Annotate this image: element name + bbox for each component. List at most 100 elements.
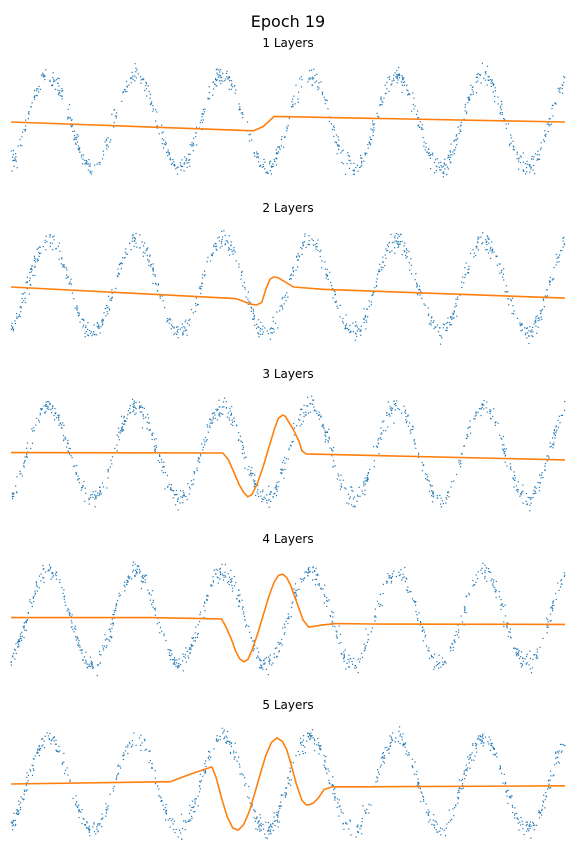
scatter-point: [288, 779, 290, 781]
scatter-point: [299, 78, 301, 80]
scatter-point: [162, 804, 164, 806]
scatter-point: [532, 821, 534, 823]
scatter-point: [387, 244, 389, 246]
scatter-point: [191, 637, 193, 639]
scatter-point: [332, 297, 334, 299]
scatter-point: [536, 332, 538, 334]
scatter-point: [540, 814, 543, 816]
scatter-point: [527, 496, 529, 499]
scatter-point: [265, 821, 267, 823]
scatter-point: [43, 581, 45, 584]
scatter-point: [154, 450, 156, 453]
scatter-point: [58, 242, 60, 244]
scatter-point: [122, 429, 124, 431]
scatter-point: [419, 289, 421, 291]
scatter-point: [531, 335, 533, 337]
scatter-point: [284, 468, 286, 470]
scatter-point: [318, 584, 320, 587]
scatter-point: [11, 170, 13, 172]
scatter-point: [350, 162, 352, 165]
scatter-point: [67, 442, 69, 445]
scatter-point: [307, 243, 309, 245]
scatter-point: [275, 149, 277, 151]
scatter-point: [334, 796, 336, 799]
scatter-point: [463, 611, 466, 613]
scatter-point: [465, 769, 467, 771]
scatter-point: [504, 782, 506, 784]
scatter-point: [199, 773, 201, 776]
scatter-point: [349, 819, 351, 821]
scatter-point: [333, 135, 335, 138]
scatter-point: [379, 603, 382, 606]
scatter-point: [350, 331, 352, 333]
scatter-point: [139, 572, 141, 574]
scatter-point: [239, 108, 241, 111]
scatter-point: [421, 792, 423, 794]
scatter-point: [31, 102, 33, 104]
scatter-point: [92, 665, 94, 667]
scatter-point: [266, 502, 268, 504]
scatter-point: [392, 78, 395, 80]
scatter-point: [369, 144, 372, 146]
scatter-point: [387, 245, 390, 248]
scatter-point: [386, 746, 388, 749]
scatter-point: [281, 644, 283, 646]
scatter-point: [299, 754, 301, 756]
scatter-point: [537, 317, 539, 320]
scatter-point: [129, 405, 131, 407]
scatter-point: [516, 317, 519, 319]
scatter-point: [437, 330, 440, 333]
scatter-point: [543, 794, 545, 796]
scatter-point: [455, 135, 457, 137]
scatter-point: [324, 261, 326, 263]
scatter-point: [475, 744, 477, 746]
scatter-point: [552, 775, 554, 777]
scatter-point: [397, 740, 400, 743]
scatter-point: [67, 439, 69, 442]
scatter-point: [401, 84, 404, 86]
scatter-point: [417, 619, 419, 621]
scatter-point: [97, 830, 99, 832]
scatter-point: [36, 260, 39, 262]
scatter-point: [354, 325, 356, 327]
scatter-point: [518, 657, 521, 660]
scatter-point: [71, 292, 74, 294]
scatter-point: [113, 614, 115, 616]
scatter-point: [65, 267, 67, 269]
scatter-point: [258, 826, 260, 828]
scatter-point: [316, 86, 319, 88]
scatter-point: [219, 572, 222, 574]
scatter-point: [538, 810, 540, 812]
scatter-point: [411, 758, 413, 760]
scatter-point: [88, 830, 90, 832]
scatter-point: [448, 496, 450, 498]
scatter-point: [273, 656, 276, 659]
scatter-point: [519, 492, 522, 495]
scatter-point: [224, 574, 226, 576]
scatter-point: [407, 90, 409, 92]
scatter-point: [195, 136, 197, 138]
scatter-point: [308, 77, 310, 79]
scatter-point: [485, 73, 487, 75]
scatter-point: [81, 823, 83, 825]
scatter-point: [230, 412, 233, 414]
scatter-point: [515, 812, 518, 814]
scatter-point: [82, 818, 84, 820]
scatter-point: [242, 445, 244, 447]
scatter-point: [49, 79, 51, 81]
scatter-point: [138, 568, 141, 571]
scatter-point: [357, 824, 359, 826]
scatter-point: [218, 399, 220, 401]
scatter-point: [231, 421, 234, 423]
scatter-point: [492, 579, 495, 581]
scatter-point: [386, 250, 388, 252]
scatter-point: [92, 496, 94, 498]
scatter-point: [99, 662, 101, 664]
scatter-point: [224, 234, 226, 236]
scatter-point: [174, 165, 176, 167]
scatter-point: [95, 495, 97, 497]
scatter-point: [174, 332, 176, 334]
scatter-point: [558, 415, 560, 417]
scatter-point: [423, 145, 425, 147]
scatter-point: [88, 503, 90, 505]
